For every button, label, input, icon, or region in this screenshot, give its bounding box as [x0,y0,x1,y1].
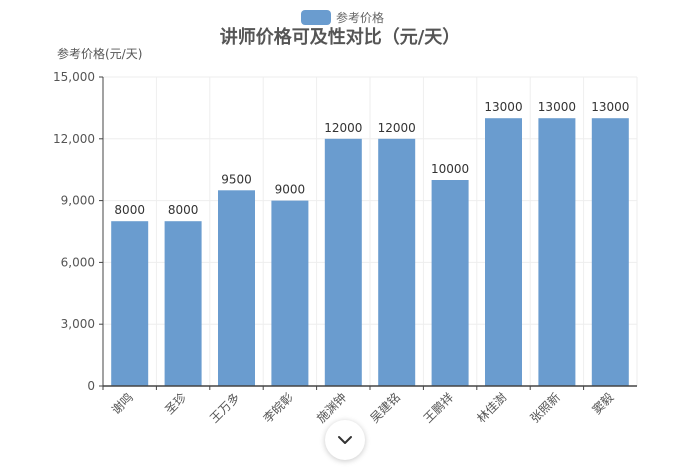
x-tick-label: 圣珍 [162,390,189,417]
chart-title: 讲师价格可及性对比（元/天） [220,26,461,48]
x-tick-label: 李皖彰 [260,390,296,426]
x-tick-label: 谢鸣 [108,390,136,418]
bar-value-label: 8000 [168,203,199,217]
bar-value-label: 13000 [538,100,576,114]
y-tick-label: 15,000 [53,70,95,84]
grid-lines [103,76,638,386]
x-tick-label: 王万多 [207,390,242,425]
legend-label[interactable]: 参考价格 [336,10,384,25]
bar-value-label: 12000 [378,121,416,135]
bar-value-label: 13000 [591,100,629,114]
bar-value-label: 9000 [275,183,306,197]
bar[interactable] [271,200,309,386]
bars [111,118,629,386]
y-tick-label: 3,000 [61,317,95,331]
bar[interactable] [111,221,149,386]
x-tick-label: 林佳澍 [474,390,510,426]
bar[interactable] [378,138,416,386]
y-tick-label: 0 [87,379,95,393]
bar-value-label: 12000 [324,121,362,135]
bar[interactable] [218,190,255,386]
legend-swatch[interactable] [301,10,331,25]
bar[interactable] [538,118,576,386]
y-tick-label: 6,000 [61,255,95,269]
bar[interactable] [591,118,629,386]
x-tick-label: 吴建铭 [367,390,403,426]
bar-value-label: 8000 [114,203,145,217]
bar-value-label: 9500 [221,172,252,186]
legend[interactable]: 参考价格 [301,10,384,25]
bar-value-label: 13000 [484,100,522,114]
y-axis-label: 参考价格(元/天) [57,46,142,61]
bar[interactable] [164,221,202,386]
bar[interactable] [485,118,522,386]
y-tick-label: 9,000 [61,194,95,208]
scroll-down-button[interactable] [325,420,365,460]
bar[interactable] [431,180,469,386]
x-tick-label: 张照新 [527,390,563,426]
y-tick-label: 12,000 [53,132,95,146]
bar[interactable] [324,138,362,386]
bar-value-label: 10000 [431,162,469,176]
x-tick-label: 王鹏祥 [421,390,456,425]
x-tick-label: 窦毅 [589,390,617,418]
chevron-down-icon [338,436,352,444]
data-labels: 8000 8000 9500 9000 12000 12000 10000 13000 1300… [114,100,629,217]
